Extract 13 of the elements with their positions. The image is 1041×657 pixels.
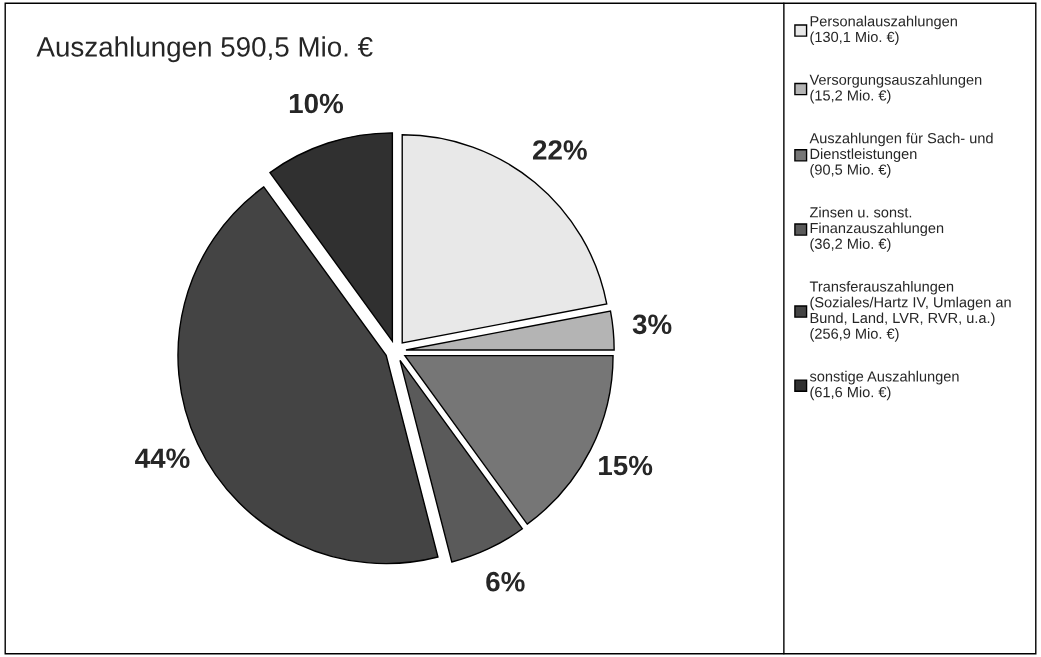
data-label: 10% (289, 93, 344, 114)
data-label: 6% (486, 571, 525, 592)
legend-label: sonstige Auszahlungen (61,6 Mio. €) (809, 370, 959, 401)
legend-label: Personalauszahlungen (130,1 Mio. €) (810, 15, 957, 45)
data-label: 15% (599, 455, 653, 476)
data-label: 3% (632, 314, 672, 335)
legend-label: Versorgungsauszahlungen (15,2 Mio. €) (809, 74, 982, 104)
legend-label: Auszahlungen für Sach- und Dienstleistungen (90,5 Mio. €) (809, 132, 993, 178)
text: Auszahlungen 590,5 Mio. € (36, 36, 373, 63)
legend-label: Transferauszahlungen (Soziales/Hartz IV, Umlagen an Bund, Land, LVR, RVR, u.a.) (256,9 Mio. €) (809, 280, 1011, 342)
legend-label: Zinsen u. sonst. Finanzauszahlungen (36,2 Mio. €) (809, 206, 944, 252)
data-label: 44% (135, 448, 190, 469)
data-label: 22% (532, 140, 587, 160)
